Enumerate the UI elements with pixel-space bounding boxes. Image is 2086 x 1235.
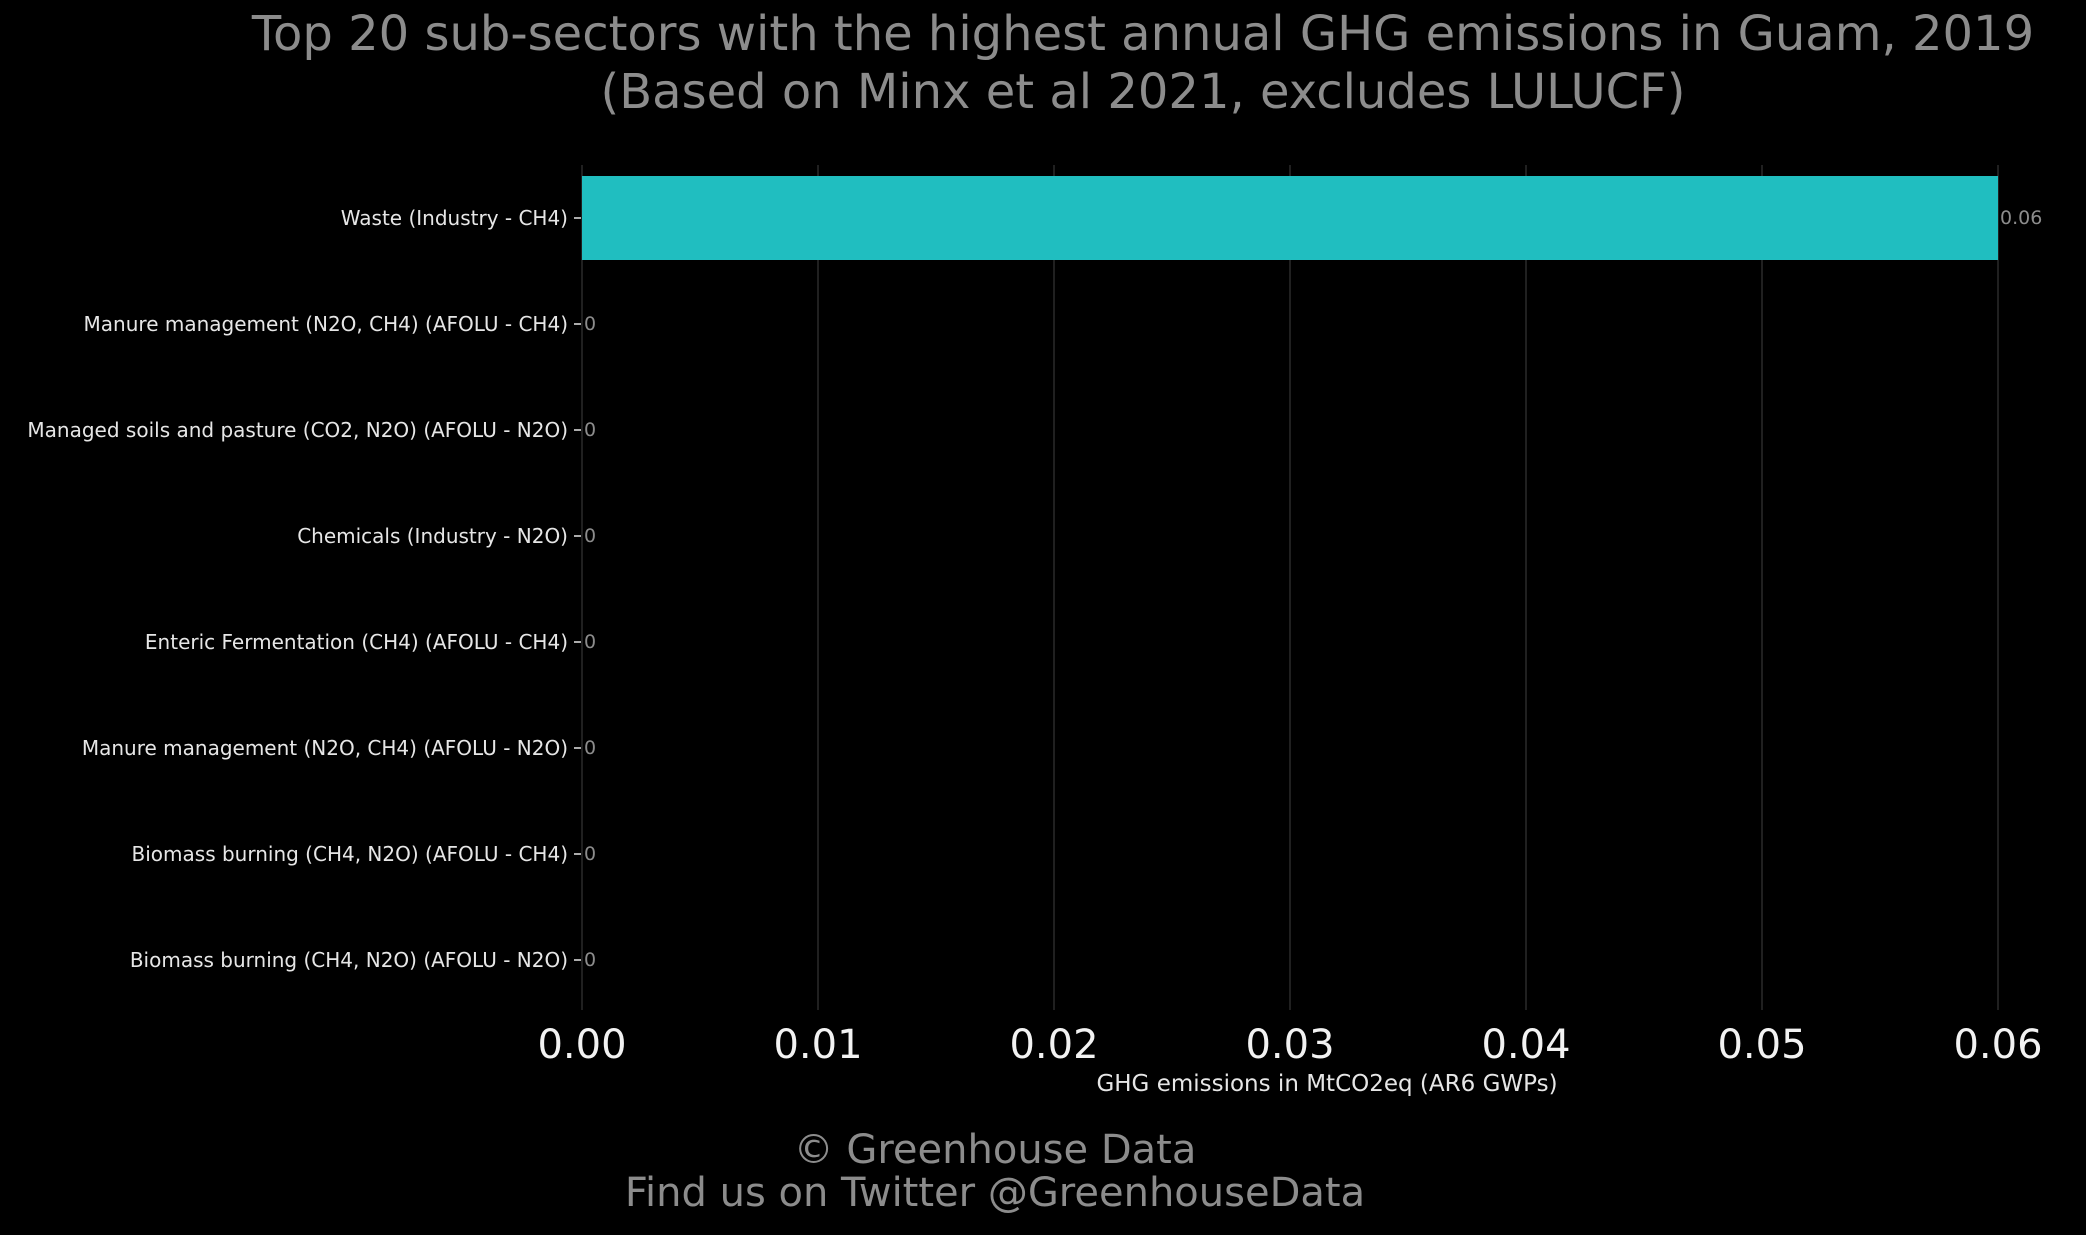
data-label: 0	[584, 419, 596, 441]
x-tick-label: 0.05	[1717, 1022, 1806, 1068]
data-label: 0.06	[2000, 207, 2042, 229]
x-axis-ticks: 0.00 0.01 0.02 0.03 0.04 0.05 0.06	[537, 1022, 2042, 1068]
category-labels: Waste (Industry - CH4) Manure management …	[27, 206, 581, 972]
category-label: Manure management (N2O, CH4) (AFOLU - CH…	[84, 312, 568, 336]
bars: 0.06 0 0 0 0 0 0 0	[582, 176, 2042, 971]
footer-twitter: Find us on Twitter @GreenhouseData	[625, 1170, 1365, 1216]
data-label: 0	[584, 949, 596, 971]
chart-title: Top 20 sub-sectors with the highest annu…	[251, 6, 2034, 62]
data-label: 0	[584, 313, 596, 335]
x-tick-label: 0.04	[1481, 1022, 1570, 1068]
data-label: 0	[584, 737, 596, 759]
category-label: Biomass burning (CH4, N2O) (AFOLU - CH4)	[132, 842, 568, 866]
x-tick-label: 0.03	[1245, 1022, 1334, 1068]
x-tick-label: 0.01	[773, 1022, 862, 1068]
category-label: Chemicals (Industry - N2O)	[297, 524, 568, 548]
category-label: Manure management (N2O, CH4) (AFOLU - N2…	[82, 736, 568, 760]
category-label: Biomass burning (CH4, N2O) (AFOLU - N2O)	[130, 948, 568, 972]
x-tick-label: 0.02	[1009, 1022, 1098, 1068]
x-tick-label: 0.00	[537, 1022, 626, 1068]
category-label: Waste (Industry - CH4)	[341, 206, 568, 230]
data-label: 0	[584, 525, 596, 547]
grid-lines	[581, 165, 1999, 1010]
x-axis-label: GHG emissions in MtCO2eq (AR6 GWPs)	[1096, 1071, 1557, 1097]
chart-subtitle: (Based on Minx et al 2021, excludes LULU…	[601, 64, 1686, 120]
category-label: Managed soils and pasture (CO2, N2O) (AF…	[27, 418, 568, 442]
x-tick-label: 0.06	[1953, 1022, 2042, 1068]
data-label: 0	[584, 631, 596, 653]
data-label: 0	[584, 843, 596, 865]
bar	[582, 176, 1998, 260]
footer-copyright: © Greenhouse Data	[794, 1127, 1197, 1173]
category-label: Enteric Fermentation (CH4) (AFOLU - CH4)	[145, 630, 568, 654]
